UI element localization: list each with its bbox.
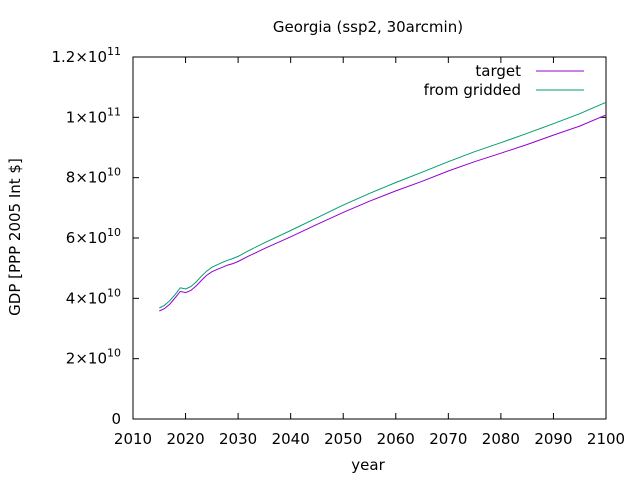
y-tick-exponent: 10	[107, 347, 121, 360]
x-tick-label: 2020	[166, 430, 204, 448]
y-tick-mantissa: 0	[111, 410, 121, 428]
chart-title: Georgia (ssp2, 30arcmin)	[273, 18, 463, 36]
y-tick-mantissa: 2×10	[66, 350, 107, 368]
x-tick-label: 2050	[324, 430, 362, 448]
y-tick-mantissa: 4×10	[66, 289, 107, 307]
series-line-0	[159, 114, 607, 312]
y-tick-label: 2×1010	[66, 347, 121, 368]
x-tick-label: 2080	[482, 430, 520, 448]
y-tick-exponent: 11	[107, 45, 121, 58]
legend-label: from gridded	[424, 81, 521, 99]
y-tick-exponent: 10	[107, 166, 121, 179]
y-tick-label: 1×1011	[66, 105, 121, 126]
x-tick-label: 2060	[377, 430, 415, 448]
x-tick-label: 2010	[114, 430, 152, 448]
y-axis-label: GDP [PPP 2005 Int $]	[6, 158, 24, 316]
x-tick-label: 2040	[272, 430, 310, 448]
y-tick-exponent: 10	[107, 226, 121, 239]
y-tick-exponent: 10	[107, 286, 121, 299]
y-tick-label: 8×1010	[66, 166, 121, 187]
y-tick-exponent: 11	[107, 105, 121, 118]
series-line-1	[159, 101, 607, 309]
y-tick-mantissa: 1×10	[66, 108, 107, 126]
y-tick-label: 0	[111, 410, 121, 428]
y-tick-mantissa: 6×10	[66, 229, 107, 247]
x-axis-label: year	[351, 456, 385, 474]
x-tick-label: 2100	[587, 430, 625, 448]
y-tick-label: 4×1010	[66, 286, 121, 307]
plot-frame	[132, 56, 607, 420]
x-tick-label: 2070	[429, 430, 467, 448]
y-tick-label: 1.2×1011	[51, 45, 121, 66]
y-tick-label: 6×1010	[66, 226, 121, 247]
y-tick-mantissa: 8×10	[66, 169, 107, 187]
plot-area: 2010 2020 2030 2040 2050 2060 2070 2080 2090 2100…	[51, 45, 625, 448]
x-tick-label: 2090	[534, 430, 572, 448]
legend-label: target	[475, 62, 521, 80]
x-tick-label: 2030	[219, 430, 257, 448]
y-tick-mantissa: 1.2×10	[51, 48, 107, 66]
